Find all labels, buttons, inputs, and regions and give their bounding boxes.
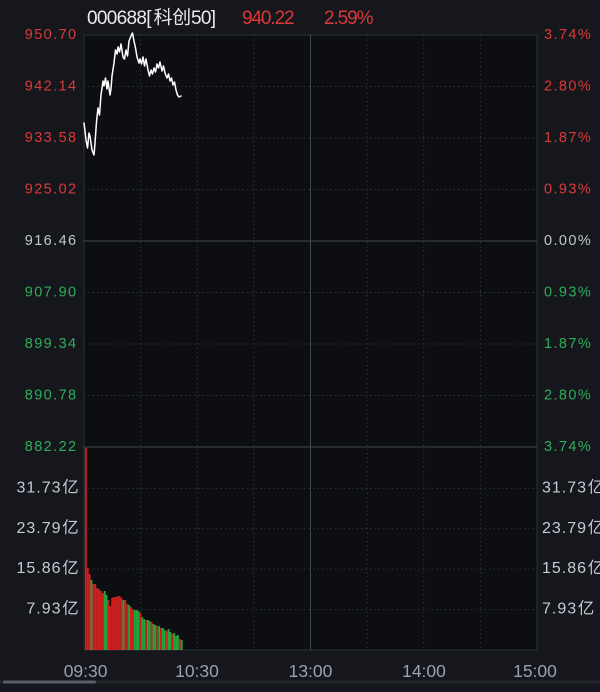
svg-text:925.02: 925.02 [25, 182, 78, 198]
svg-text:899.34: 899.34 [25, 336, 78, 352]
svg-text:882.22: 882.22 [25, 439, 78, 455]
svg-text:31.73: 31.73 [16, 479, 61, 496]
svg-text:23.79: 23.79 [16, 520, 61, 537]
svg-text:933.58: 933.58 [25, 130, 78, 146]
svg-text:907.90: 907.90 [25, 285, 78, 301]
svg-text:1.87%: 1.87% [544, 336, 592, 352]
svg-text:940.22: 940.22 [242, 8, 294, 29]
svg-text:0.00%: 0.00% [544, 233, 592, 249]
svg-text:2.80%: 2.80% [544, 79, 592, 95]
svg-text:09:30: 09:30 [64, 661, 108, 681]
svg-text:15:00: 15:00 [513, 661, 557, 681]
svg-text:890.78: 890.78 [25, 388, 78, 404]
svg-text:916.46: 916.46 [25, 233, 78, 249]
svg-text:13:00: 13:00 [289, 661, 333, 681]
svg-text:942.14: 942.14 [25, 79, 78, 95]
svg-text:10:30: 10:30 [175, 661, 219, 681]
svg-text:50]: 50] [191, 8, 215, 29]
svg-text:0.93%: 0.93% [544, 285, 592, 301]
svg-text:0.93%: 0.93% [544, 182, 592, 198]
svg-text:3.74%: 3.74% [544, 27, 592, 43]
svg-text:2.59%: 2.59% [324, 8, 374, 29]
svg-text:15.86: 15.86 [16, 560, 61, 577]
svg-text:7.93: 7.93 [26, 601, 61, 618]
svg-text:14:00: 14:00 [402, 661, 446, 681]
svg-text:7.93: 7.93 [542, 601, 577, 618]
svg-text:15.86: 15.86 [542, 560, 587, 577]
svg-text:950.70: 950.70 [25, 27, 78, 43]
svg-text:000688[: 000688[ [87, 8, 152, 29]
svg-text:31.73: 31.73 [542, 479, 587, 496]
svg-text:23.79: 23.79 [542, 520, 587, 537]
svg-text:2.80%: 2.80% [544, 388, 592, 404]
svg-text:1.87%: 1.87% [544, 130, 592, 146]
svg-text:3.74%: 3.74% [544, 439, 592, 455]
